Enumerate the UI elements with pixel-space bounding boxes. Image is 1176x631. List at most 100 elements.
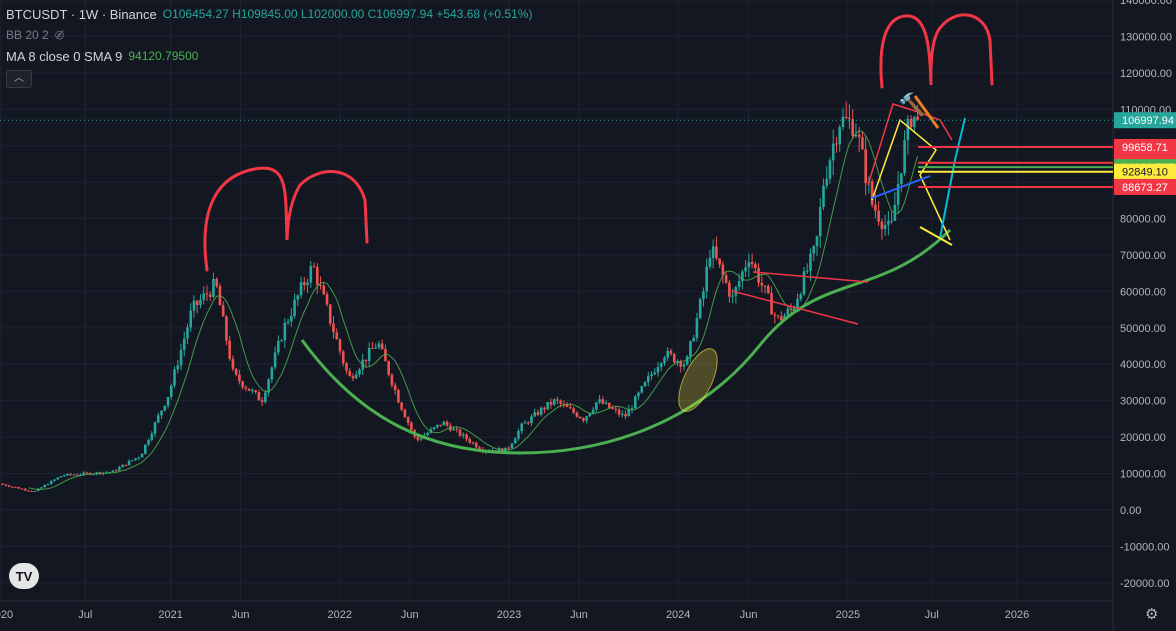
candle-body <box>182 338 186 350</box>
candle-body <box>202 293 206 300</box>
time-tick-label: 2020 <box>0 609 13 621</box>
candle-body <box>432 427 436 430</box>
time-axis[interactable]: 2020 Jul 2021 Jun 2022 Jun 2023 Jun 2024 Jun 2025 J… <box>0 609 1029 621</box>
candle-body <box>238 374 241 382</box>
candle-body <box>234 368 238 375</box>
price-tick-label: 50000.00 <box>1120 323 1166 335</box>
candle-body <box>750 262 754 265</box>
candle-body <box>348 370 352 377</box>
candle-body <box>199 299 202 305</box>
candle-body <box>877 210 880 222</box>
candle-body <box>627 408 631 417</box>
price-level-tags: 106997.9499658.7195303.1094120.795092849… <box>1114 112 1176 195</box>
candle-body <box>160 410 163 416</box>
candle-body <box>82 472 85 475</box>
close-value: C106997.94 <box>367 7 434 21</box>
candle-body <box>445 421 449 426</box>
double-top-sketch-left <box>203 166 369 272</box>
candle-body <box>195 300 199 305</box>
candle-body <box>776 315 780 317</box>
candle-body <box>69 473 72 475</box>
candle-body <box>169 385 173 397</box>
candle-body <box>874 204 877 211</box>
candle-body <box>621 413 624 415</box>
time-tick-label: Jun <box>570 609 588 621</box>
candle-body <box>27 490 30 492</box>
candle-body <box>546 402 549 410</box>
candle-body <box>231 358 235 369</box>
candle-body <box>666 350 670 358</box>
gear-icon[interactable]: ⚙ <box>1145 606 1159 623</box>
candle-body <box>708 257 712 267</box>
candle-body <box>614 408 618 410</box>
candle-body <box>426 432 429 436</box>
candle-body <box>267 379 270 393</box>
candle-body <box>286 321 290 323</box>
ohlc-values: O106454.27 H109845.00 L102000.00 C106997… <box>163 4 533 25</box>
candle-body <box>669 350 673 354</box>
price-level-label: 99658.71 <box>1122 142 1168 154</box>
candle-body <box>747 262 751 268</box>
candle-body <box>33 490 37 492</box>
candle-body <box>854 134 858 137</box>
candle-body <box>844 116 848 118</box>
candle-body <box>293 299 296 316</box>
candle-body <box>393 385 397 391</box>
support-yellow <box>919 226 953 246</box>
eye-hidden-icon[interactable]: ◎̸ <box>54 29 65 41</box>
candle-body <box>773 314 777 316</box>
candle-body <box>624 413 627 417</box>
symbol-label[interactable]: BTCUSDT · 1W · Binance <box>6 7 157 22</box>
candle-body <box>62 475 66 477</box>
candle-body <box>857 134 861 138</box>
candle-body <box>325 294 329 305</box>
price-tick-label: 0.00 <box>1120 505 1141 517</box>
candle-body <box>916 116 919 121</box>
candle-body <box>390 374 394 386</box>
symbol-row: BTCUSDT · 1W · Binance O106454.27 H10984… <box>6 4 532 25</box>
ma-label[interactable]: MA 8 close 0 SMA 9 <box>6 49 123 64</box>
candle-body <box>354 374 358 379</box>
candle-body <box>711 246 715 258</box>
candle-body <box>205 293 209 295</box>
candle-body <box>604 402 608 404</box>
candle-body <box>796 298 799 308</box>
candle-body <box>341 351 345 364</box>
collapse-legend-icon[interactable]: ︿ <box>6 70 32 88</box>
candle-body <box>689 341 692 357</box>
candle-body <box>838 127 842 145</box>
time-tick-label: Jun <box>401 609 419 621</box>
candle-body <box>225 316 228 341</box>
bb-row[interactable]: BB 20 2 ◎̸ <box>6 25 532 46</box>
ma-row[interactable]: MA 8 close 0 SMA 9 94120.79500 <box>6 46 532 67</box>
candle-body <box>585 416 588 421</box>
candle-body <box>825 178 829 186</box>
candle-body <box>831 143 835 161</box>
highlight-ellipse <box>678 348 718 412</box>
bb-label[interactable]: BB 20 2 <box>6 28 49 42</box>
candle-body <box>400 402 403 410</box>
time-tick-label: 2025 <box>836 609 860 621</box>
candle-body <box>520 423 524 431</box>
candle-body <box>260 400 264 403</box>
time-tick-label: 2021 <box>158 609 182 621</box>
candle-body <box>578 416 582 419</box>
candle-body <box>887 220 890 225</box>
candle-body <box>312 266 316 268</box>
price-tick-label: 120000.00 <box>1120 68 1172 80</box>
candle-body <box>575 412 579 417</box>
candle-body <box>364 359 368 361</box>
candle-body <box>462 434 465 436</box>
price-tick-label: 10000.00 <box>1120 469 1166 481</box>
candle-body <box>569 406 572 409</box>
candle-body <box>792 307 796 310</box>
candle-body <box>630 408 634 410</box>
tradingview-logo[interactable]: TV <box>9 563 39 589</box>
candle-body <box>406 417 410 423</box>
candle-body <box>134 458 137 461</box>
grid-lines <box>0 0 1113 601</box>
low-value: L102000.00 <box>300 7 365 21</box>
candle-body <box>351 376 355 379</box>
candle-body <box>890 220 893 222</box>
